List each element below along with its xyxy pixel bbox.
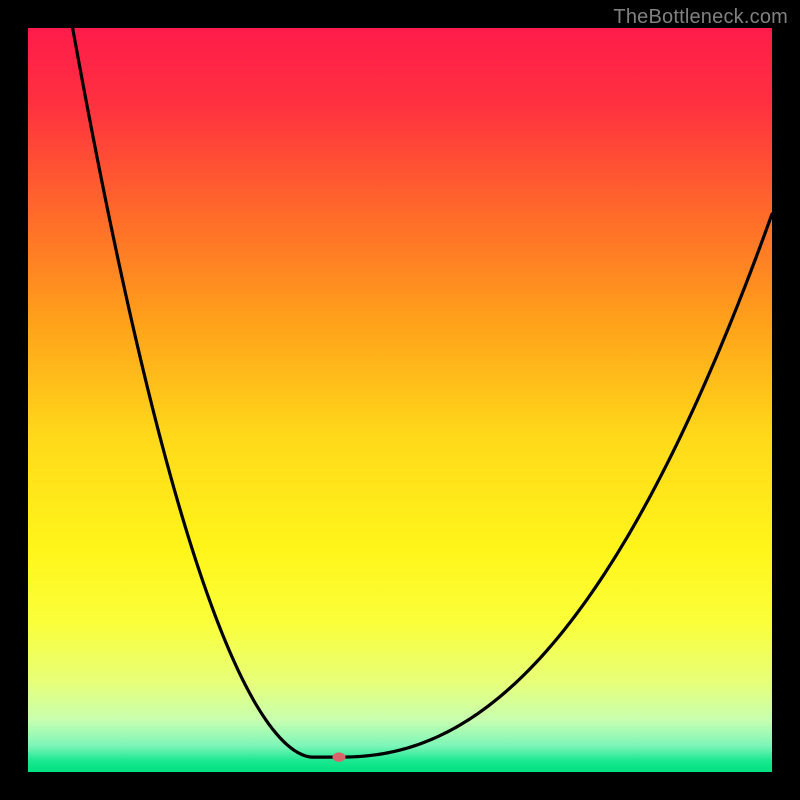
optimum-marker [333,753,345,761]
plot-background [28,28,772,772]
chart-svg [0,0,800,800]
watermark-text: TheBottleneck.com [613,6,788,29]
bottleneck-chart: TheBottleneck.com [0,0,800,800]
